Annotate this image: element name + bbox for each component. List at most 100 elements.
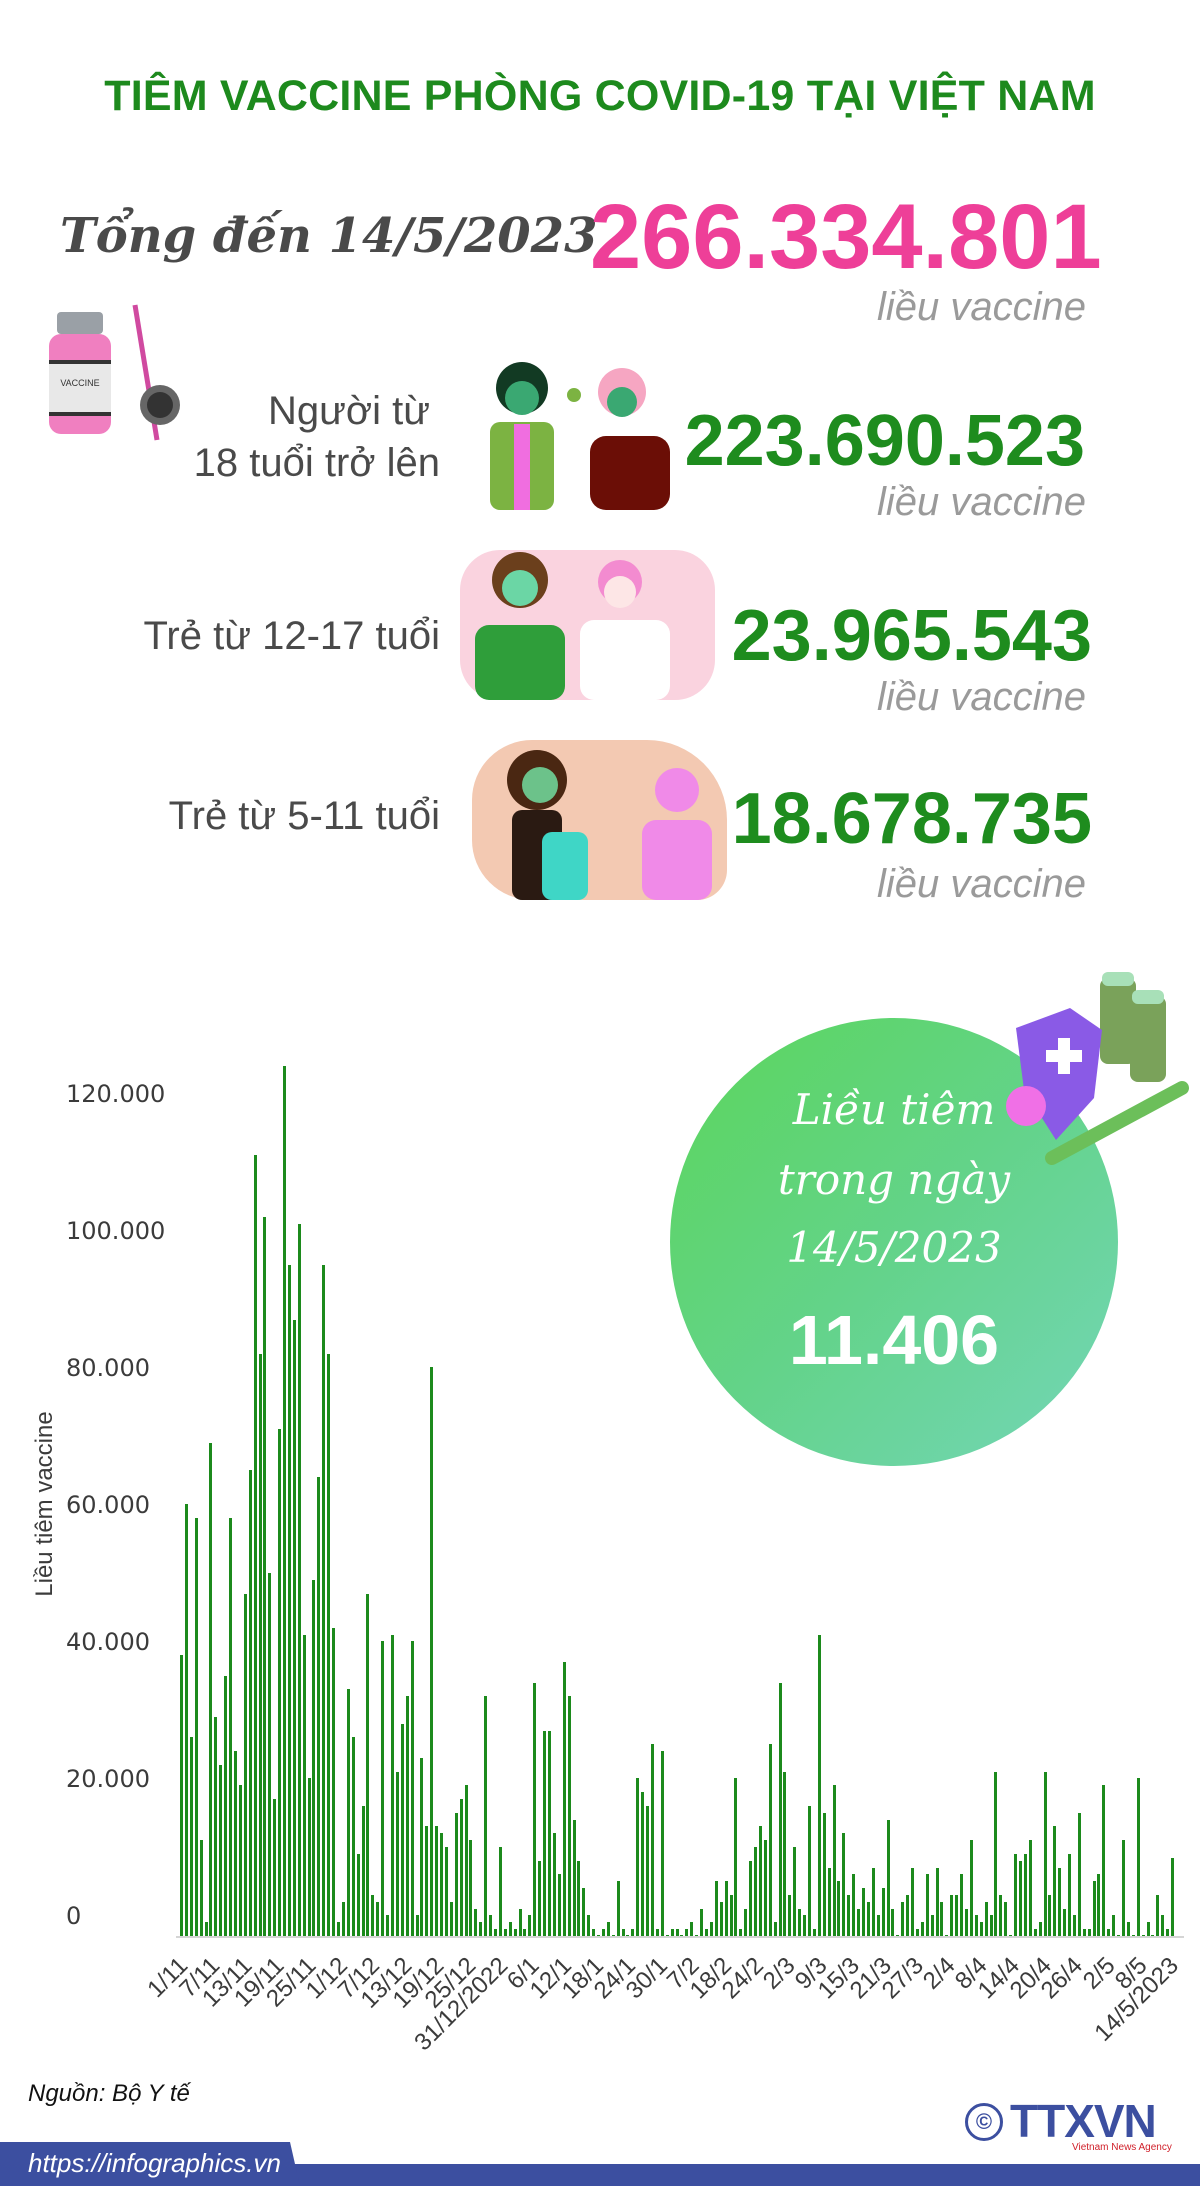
chart-bar (351, 1737, 355, 1936)
chart-bar (979, 1922, 983, 1936)
chart-bar (1018, 1860, 1022, 1936)
chart-bar (577, 1860, 581, 1936)
teen-vaccination-illustration (460, 550, 715, 700)
chart-bar (1023, 1853, 1027, 1936)
chart-bar (292, 1319, 296, 1936)
chart-bar (278, 1429, 282, 1936)
chart-bar (366, 1593, 370, 1936)
bar-chart-plot (176, 1040, 1184, 1936)
chart-bar (1112, 1915, 1116, 1936)
page-title: TIÊM VACCINE PHÒNG COVID-19 TẠI VIỆT NAM (104, 72, 1096, 120)
chart-bar (955, 1894, 959, 1936)
chart-bar (636, 1778, 640, 1936)
chart-bar (1077, 1812, 1081, 1936)
chart-bar (263, 1216, 267, 1936)
chart-bar (415, 1915, 419, 1936)
chart-bar (1161, 1915, 1165, 1936)
chart-bar (474, 1908, 478, 1936)
badge-line-3: 14/5/2023 (786, 1223, 1002, 1272)
chart-bar (1087, 1929, 1091, 1936)
chart-bar (356, 1853, 360, 1936)
y-tick-label: 20.000 (66, 1765, 150, 1793)
group-value-children: 18.678.735 (731, 779, 1092, 859)
chart-bar (891, 1908, 895, 1936)
chart-bar (430, 1367, 434, 1936)
chart-bar (376, 1901, 380, 1936)
chart-bar (842, 1833, 846, 1936)
chart-bar (572, 1819, 576, 1936)
chart-bar (969, 1840, 973, 1936)
chart-bar (1014, 1853, 1018, 1936)
chart-bar (920, 1922, 924, 1936)
chart-bar (1102, 1785, 1106, 1936)
chart-bar (229, 1518, 233, 1936)
group-label-line: 18 tuổi trở lên (193, 441, 440, 485)
chart-bar (758, 1826, 762, 1936)
chart-bar (597, 1935, 601, 1936)
y-tick-label: 100.000 (66, 1217, 166, 1245)
child-vaccination-illustration (472, 740, 727, 900)
chart-bar (989, 1915, 993, 1936)
chart-bar (371, 1894, 375, 1936)
chart-bar (587, 1915, 591, 1936)
source-note: Nguồn: Bộ Y tế (28, 2080, 190, 2107)
chart-bar (209, 1442, 213, 1936)
chart-bar (974, 1915, 978, 1936)
chart-bar (1151, 1935, 1155, 1936)
chart-bar (552, 1833, 556, 1936)
badge-line-1: Liều tiêm (792, 1085, 996, 1134)
chart-bar (616, 1881, 620, 1936)
chart-bar (690, 1922, 694, 1936)
total-value: 266.334.801 (590, 186, 1102, 288)
footer-bar (0, 2164, 1200, 2186)
total-label: Tổng đến 14/5/2023 (60, 208, 598, 264)
chart-bar (1166, 1929, 1170, 1936)
chart-bar (808, 1805, 812, 1936)
chart-bar (773, 1922, 777, 1936)
chart-bar (420, 1757, 424, 1936)
chart-bar (925, 1874, 929, 1936)
chart-bar (533, 1682, 537, 1936)
chart-bar (513, 1929, 517, 1936)
chart-bar (1107, 1929, 1111, 1936)
chart-bar (783, 1771, 787, 1936)
chart-bar (901, 1901, 905, 1936)
website-link[interactable]: https://infographics.vn (28, 2148, 281, 2178)
chart-bar (395, 1771, 399, 1936)
url-tab (0, 2142, 300, 2186)
chart-bar (812, 1929, 816, 1936)
group-label-line: Người từ (267, 389, 430, 433)
chart-bar (440, 1833, 444, 1936)
group-label-teens: Trẻ từ 12-17 tuổi (143, 614, 440, 658)
chart-bar (1068, 1853, 1072, 1936)
x-axis-line (176, 1936, 1184, 1938)
chart-bar (646, 1805, 650, 1936)
group-value-adults: 223.690.523 (684, 401, 1085, 481)
chart-bar (881, 1888, 885, 1936)
chart-bar (1033, 1929, 1037, 1936)
chart-bar (886, 1819, 890, 1936)
chart-bar (1126, 1922, 1130, 1936)
chart-bar (567, 1696, 571, 1936)
chart-bar (199, 1840, 203, 1936)
chart-bar (641, 1792, 645, 1936)
chart-bar (1141, 1935, 1145, 1936)
chart-bar (729, 1894, 733, 1936)
chart-bar (273, 1799, 277, 1936)
chart-bar (479, 1922, 483, 1936)
chart-bar (1146, 1922, 1150, 1936)
daily-doses-value: 11.406 (788, 1301, 1000, 1379)
chart-bar (994, 1771, 998, 1936)
chart-bar (896, 1935, 900, 1936)
chart-bar (788, 1894, 792, 1936)
chart-bar (557, 1874, 561, 1936)
chart-bar (793, 1846, 797, 1936)
chart-bar (631, 1929, 635, 1936)
chart-bar (435, 1826, 439, 1936)
y-tick-label: 60.000 (66, 1491, 150, 1519)
chart-bar (219, 1764, 223, 1936)
chart-bar (915, 1929, 919, 1936)
chart-bar (258, 1353, 262, 1936)
chart-bar (1082, 1929, 1086, 1936)
chart-bar (871, 1867, 875, 1936)
